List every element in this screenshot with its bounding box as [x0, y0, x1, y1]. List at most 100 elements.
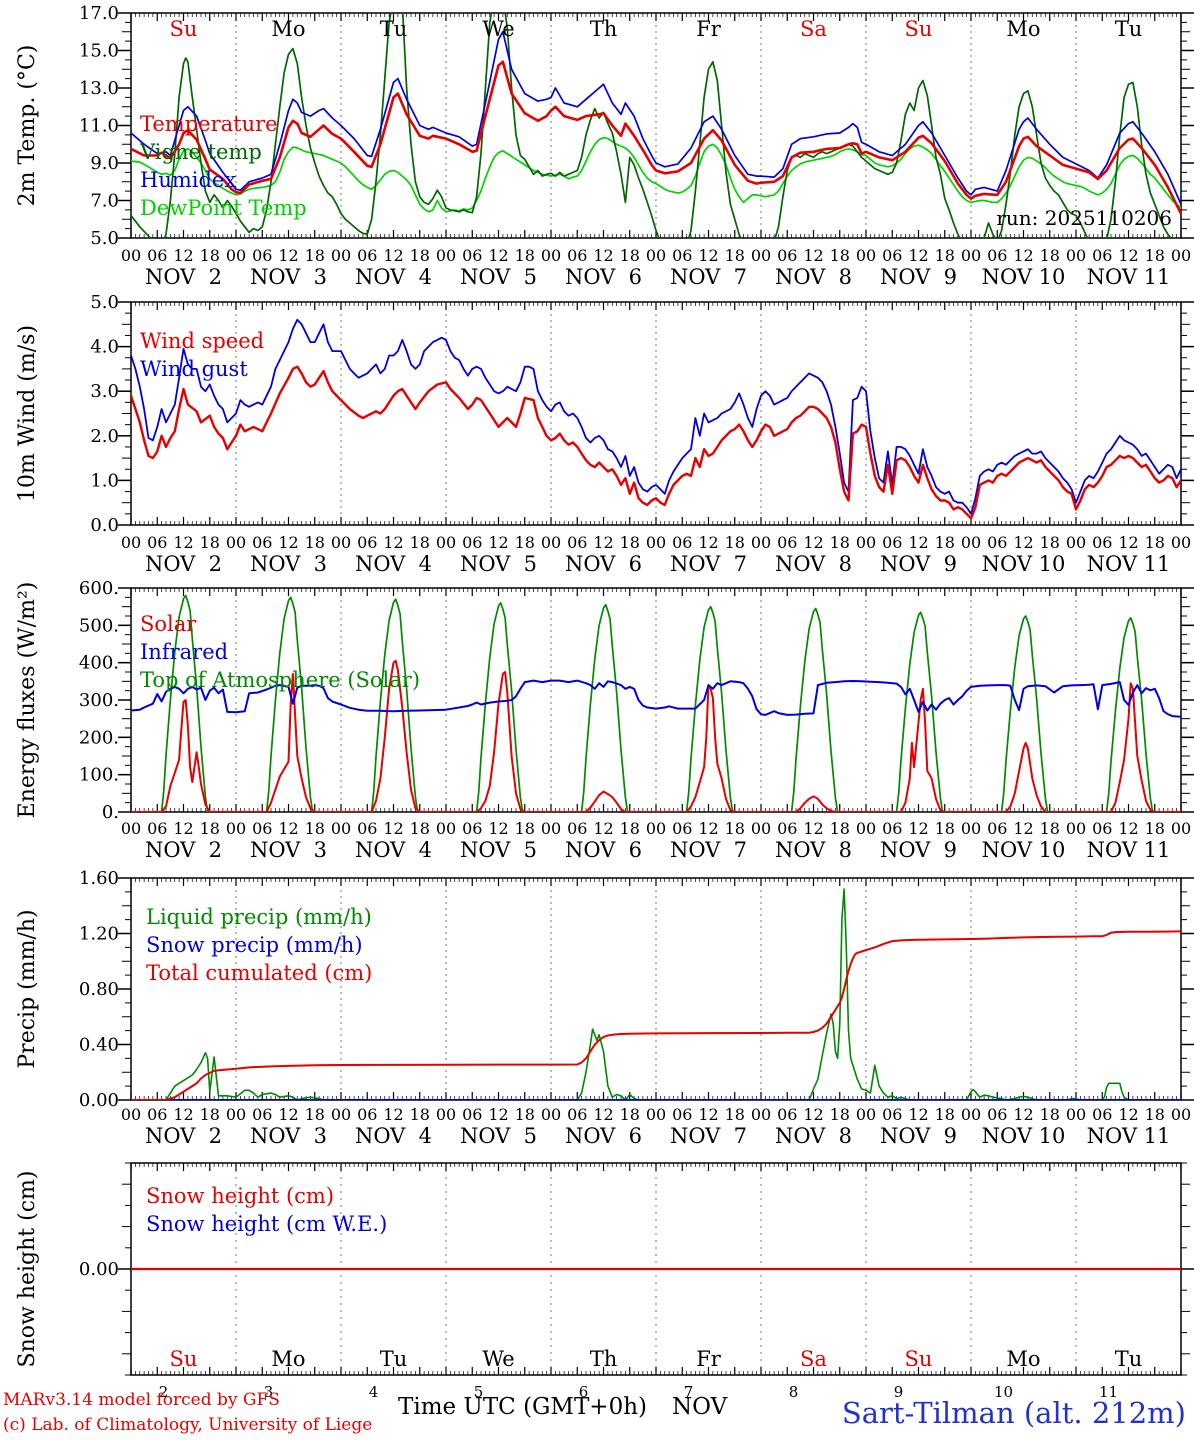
date-label: NOV 7 — [670, 1124, 747, 1148]
ytick-label-energy: 0. — [102, 802, 119, 823]
run-label: run: 2025110206 — [996, 206, 1172, 230]
date-label: NOV 4 — [355, 552, 432, 576]
ytick-label-temperature: 13.0 — [79, 78, 119, 99]
hour-label: 00 — [226, 1105, 246, 1124]
hour-label: 06 — [252, 246, 272, 265]
hour-label: 12 — [803, 1105, 823, 1124]
date-label: NOV 6 — [565, 838, 642, 862]
date-label: NOV 7 — [670, 838, 747, 862]
yaxis-title-energy: Energy fluxes (W/m²) — [15, 582, 40, 819]
hour-label: 18 — [200, 1105, 220, 1124]
hour-label: 12 — [908, 1105, 928, 1124]
hour-label: 12 — [278, 1105, 298, 1124]
hour-label: 00 — [1066, 819, 1086, 838]
ytick-label-energy: 200. — [79, 727, 119, 748]
hour-label: 18 — [725, 533, 745, 552]
date-label: NOV 8 — [775, 838, 852, 862]
hour-label: 06 — [1092, 533, 1112, 552]
day-number: 11 — [1099, 1383, 1118, 1401]
hour-label: 00 — [856, 533, 876, 552]
series-liquid-precip — [131, 888, 1181, 1100]
hour-label: 00 — [1171, 1105, 1191, 1124]
hour-label: 06 — [882, 246, 902, 265]
hour-label: 12 — [698, 819, 718, 838]
hour-label: 18 — [725, 246, 745, 265]
date-label: NOV 8 — [775, 1124, 852, 1148]
hour-label: 00 — [1171, 819, 1191, 838]
ytick-label-energy: 400. — [79, 653, 119, 674]
day-name: Th — [590, 17, 618, 41]
hour-label: 18 — [200, 819, 220, 838]
legend-snow-snow: Snow height (cm) — [146, 1184, 334, 1208]
yaxis-title-temperature: 2m Temp. (°C) — [15, 45, 40, 207]
hour-label: 12 — [1118, 819, 1138, 838]
yaxis-title-snow: Snow height (cm) — [15, 1171, 40, 1368]
day-name-bottom: We — [482, 1347, 514, 1371]
hour-label: 06 — [882, 1105, 902, 1124]
ytick-label-temperature: 11.0 — [79, 116, 119, 137]
hour-label: 12 — [1013, 819, 1033, 838]
hour-label: 18 — [1145, 246, 1165, 265]
yaxis-title-wind: 10m Wind (m/s) — [15, 325, 40, 502]
hour-label: 00 — [541, 533, 561, 552]
series-dewpoint — [131, 136, 1181, 213]
hour-label: 12 — [383, 1105, 403, 1124]
hour-label: 12 — [383, 246, 403, 265]
hour-label: 12 — [173, 819, 193, 838]
hour-label: 12 — [488, 1105, 508, 1124]
date-label: NOV 3 — [250, 552, 327, 576]
date-label: NOV 11 — [1087, 1124, 1171, 1148]
hour-label: 06 — [462, 1105, 482, 1124]
date-label: NOV 6 — [565, 265, 642, 289]
hour-label: 18 — [1145, 533, 1165, 552]
hour-label: 18 — [515, 246, 535, 265]
hour-label: 06 — [567, 819, 587, 838]
hour-label: 12 — [488, 246, 508, 265]
hour-label: 06 — [357, 246, 377, 265]
hour-label: 18 — [305, 246, 325, 265]
hour-label: 06 — [777, 1105, 797, 1124]
legend-precip-liquid: Liquid precip (mm/h) — [146, 905, 372, 929]
hour-label: 12 — [1118, 246, 1138, 265]
date-label: NOV 7 — [670, 552, 747, 576]
day-name-bottom: Sa — [800, 1347, 827, 1371]
day-name: Su — [905, 17, 933, 41]
date-label: NOV 5 — [460, 552, 537, 576]
hour-label: 12 — [488, 533, 508, 552]
hour-label: 06 — [147, 819, 167, 838]
hour-label: 12 — [908, 246, 928, 265]
ytick-label-temperature: 9.0 — [90, 153, 119, 174]
hour-label: 00 — [541, 819, 561, 838]
hour-label: 18 — [200, 246, 220, 265]
hour-label: 06 — [1092, 246, 1112, 265]
date-label: NOV 11 — [1087, 265, 1171, 289]
panel-snow: 0.00 Snow height (cm) Snow height (cm W.E.… — [15, 1162, 1194, 1401]
ytick-label-wind: 2.0 — [90, 426, 119, 447]
date-label: NOV 4 — [355, 838, 432, 862]
hour-label: 00 — [436, 1105, 456, 1124]
hour-label: 06 — [462, 533, 482, 552]
date-label: NOV 11 — [1087, 552, 1171, 576]
series-toa-solar — [131, 594, 1181, 812]
hour-label: 18 — [830, 533, 850, 552]
legend-energy-solar: Solar — [140, 612, 197, 636]
hour-label: 06 — [777, 533, 797, 552]
date-label: NOV 9 — [880, 1124, 957, 1148]
legend-wind-wind: Wind gust — [140, 357, 248, 381]
day-number: 9 — [894, 1383, 904, 1401]
hour-label: 12 — [698, 533, 718, 552]
date-label: NOV 5 — [460, 1124, 537, 1148]
hour-label: 12 — [908, 819, 928, 838]
hour-label: 00 — [331, 246, 351, 265]
hour-label: 00 — [646, 246, 666, 265]
day-name: Mo — [1006, 17, 1040, 41]
hour-label: 12 — [1118, 1105, 1138, 1124]
hour-label: 18 — [830, 819, 850, 838]
date-label: NOV 10 — [982, 838, 1066, 862]
ytick-label-temperature: 7.0 — [90, 191, 119, 212]
ytick-label-temperature: 15.0 — [79, 41, 119, 62]
ytick-label-precip: 1.60 — [79, 868, 119, 889]
hour-label: 06 — [567, 1105, 587, 1124]
